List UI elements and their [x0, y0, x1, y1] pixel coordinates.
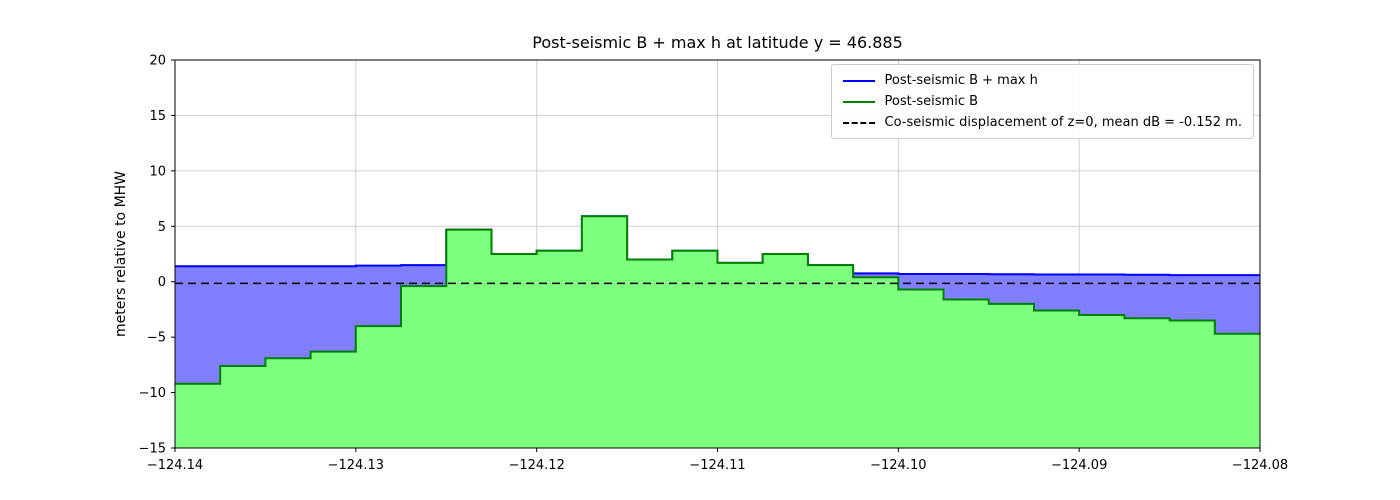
legend-item-b-plus-h: Post-seismic B + max h	[842, 73, 1243, 88]
x-tick-label: −124.08	[1232, 458, 1288, 473]
y-tick-label: 0	[158, 275, 166, 290]
y-tick-label: 15	[149, 109, 166, 124]
b-line	[175, 215, 1260, 385]
x-tick-label: −124.11	[689, 458, 745, 473]
x-tick-label: −124.12	[508, 458, 564, 473]
y-tick-label: −15	[139, 442, 166, 457]
legend-line-sample-blue	[842, 79, 875, 82]
legend: Post-seismic B + max h Post-seismic B Co…	[830, 64, 1254, 139]
legend-item-b: Post-seismic B	[842, 94, 1243, 109]
y-tick-label: −10	[139, 386, 166, 401]
x-tick-label: −124.14	[147, 458, 203, 473]
legend-line-sample-green	[842, 100, 875, 103]
legend-label-b: Post-seismic B	[884, 94, 979, 109]
legend-line-sample-dashed	[842, 121, 875, 124]
chart-title: Post-seismic B + max h at latitude y = 4…	[532, 33, 903, 52]
x-tick-label: −124.10	[870, 458, 926, 473]
y-tick-label: 5	[158, 220, 166, 235]
x-tick-label: −124.09	[1051, 458, 1107, 473]
legend-label-b-plus-h: Post-seismic B + max h	[884, 73, 1038, 88]
legend-label-coseismic: Co-seismic displacement of z=0, mean dB …	[884, 115, 1243, 130]
y-axis-label: meters relative to MHW	[113, 170, 129, 338]
legend-item-coseismic: Co-seismic displacement of z=0, mean dB …	[842, 115, 1243, 130]
b-fill	[175, 216, 1260, 448]
x-tick-label: −124.13	[328, 458, 384, 473]
y-tick-label: 20	[149, 54, 166, 69]
b-plus-h-fill	[175, 216, 1260, 384]
y-tick-label: −5	[147, 331, 166, 346]
y-tick-label: 10	[149, 164, 166, 179]
